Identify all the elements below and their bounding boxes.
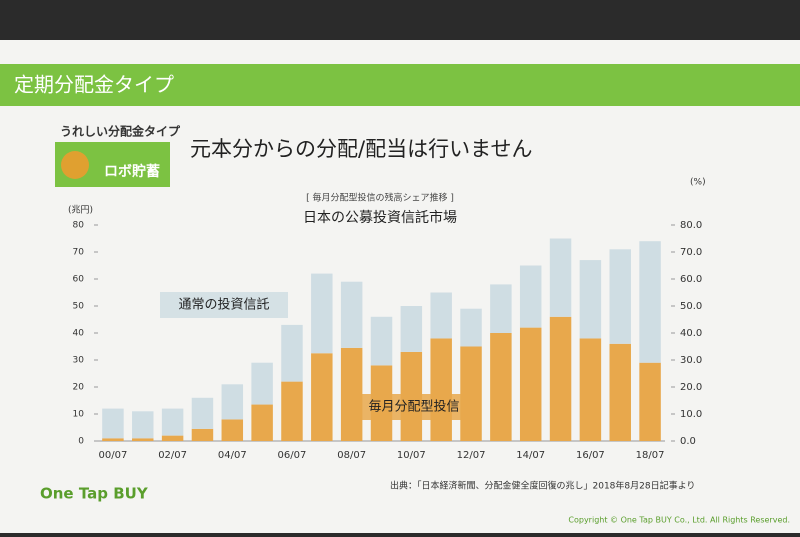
y-tick-label: 50 [73,302,85,312]
bar-segment [281,324,303,382]
x-tick-label: 02/07 [158,450,187,461]
bar-segment [132,411,154,439]
bar-segment [490,333,512,441]
y2-tick-label: 80.0 [680,220,702,231]
bar-segment [639,362,661,441]
y-tick-label: 30 [73,356,85,366]
bar-segment [490,284,512,333]
robot-icon [61,151,89,179]
y-tick-label: 80 [73,221,85,231]
bar-segment [430,338,452,441]
bar-segment [430,292,452,339]
y2-tick-label: 60.0 [680,274,702,285]
y-tick-label: 20 [73,383,85,393]
badge: うれしい分配金タイプ [60,124,181,139]
bar-segment [579,260,602,339]
bar-segment [221,384,244,420]
bar-segment [311,353,333,441]
y2-tick-label: 20.0 [680,382,702,393]
heading: 元本分からの分配/配当は行いません [190,137,532,161]
brand: One Tap BUY [40,485,149,503]
bar-segment [161,435,184,441]
bar-segment [311,273,333,354]
legend-label: 毎月分配型投信 [368,399,459,415]
legend-box [350,394,478,420]
x-tick-label: 14/07 [516,450,545,461]
bar-segment [370,316,393,366]
x-tick-label: 10/07 [397,450,426,461]
x-tick-label: 08/07 [337,450,366,461]
y2-tick-label: 70.0 [680,247,702,258]
bar-segment [549,316,572,441]
y-tick-label: 60 [73,275,85,285]
x-tick-label: 12/07 [457,450,486,461]
x-tick-label: 16/07 [576,450,605,461]
bar-segment [639,241,661,363]
y2-tick-label: 0.0 [680,436,696,447]
logo-text: ロボ貯蓄 [104,163,160,180]
y-tick-label: 40 [73,329,85,339]
bar-segment [281,381,303,441]
x-tick-label: 04/07 [218,450,247,461]
y-tick-label: 10 [73,410,85,420]
y2-tick-label: 50.0 [680,301,702,312]
y2-tick-label: 10.0 [680,409,702,420]
bar-segment [340,281,363,348]
bar-segment [519,265,542,328]
copyright: Copyright © One Tap BUY Co., Ltd. All Ri… [568,516,790,525]
y2-tick-label: 40.0 [680,328,702,339]
bar-segment [549,238,572,317]
x-tick-label: 18/07 [636,450,665,461]
bar-segment [102,408,124,439]
header: 定期分配金タイプ [14,73,174,97]
y-tick-label: 0 [78,437,84,447]
header-bar [0,64,800,106]
slide-bg [0,40,800,533]
y2-axis-label: (%) [690,178,706,188]
legend-box [160,292,288,318]
bar-segment [132,438,154,441]
bar-segment [609,343,631,441]
y-tick-label: 70 [73,248,85,258]
bar-segment [251,362,273,405]
bar-segment [519,327,542,441]
bar-segment [460,308,482,347]
x-tick-label: 06/07 [278,450,307,461]
chart-subtitle: [ 毎月分配型投信の残高シェア推移 ] [306,192,454,204]
chart-title: 日本の公募投資信託市場 [303,209,457,226]
bar-segment [460,346,482,441]
bar-segment [191,428,214,441]
bar-segment [609,249,631,344]
source: 出典：「日本経済新聞、分配金健全度回復の兆し」2018年8月28日記事より [390,480,695,492]
y-axis-label: (兆円) [68,205,93,216]
legend-label: 通常の投資信託 [178,297,269,313]
bar-segment [400,306,423,352]
y2-tick-label: 30.0 [680,355,702,366]
bar-segment [161,408,184,436]
bar-segment [191,397,214,429]
x-tick-label: 00/07 [99,450,128,461]
bar-segment [102,438,124,441]
bar-segment [221,419,244,441]
bar-segment [251,404,273,441]
bar-segment [579,338,602,441]
